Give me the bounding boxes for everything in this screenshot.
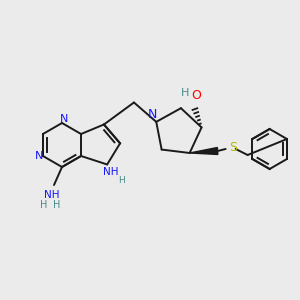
Text: N: N xyxy=(35,151,43,161)
Text: H: H xyxy=(182,88,190,98)
Text: N: N xyxy=(60,114,68,124)
Text: NH: NH xyxy=(44,190,60,200)
Text: NH: NH xyxy=(103,167,119,178)
Text: H: H xyxy=(118,176,124,185)
Text: H: H xyxy=(40,200,48,210)
Text: H: H xyxy=(53,200,61,210)
Text: N: N xyxy=(148,108,157,122)
Text: O: O xyxy=(192,89,202,102)
Polygon shape xyxy=(190,148,218,154)
Text: S: S xyxy=(229,142,237,154)
